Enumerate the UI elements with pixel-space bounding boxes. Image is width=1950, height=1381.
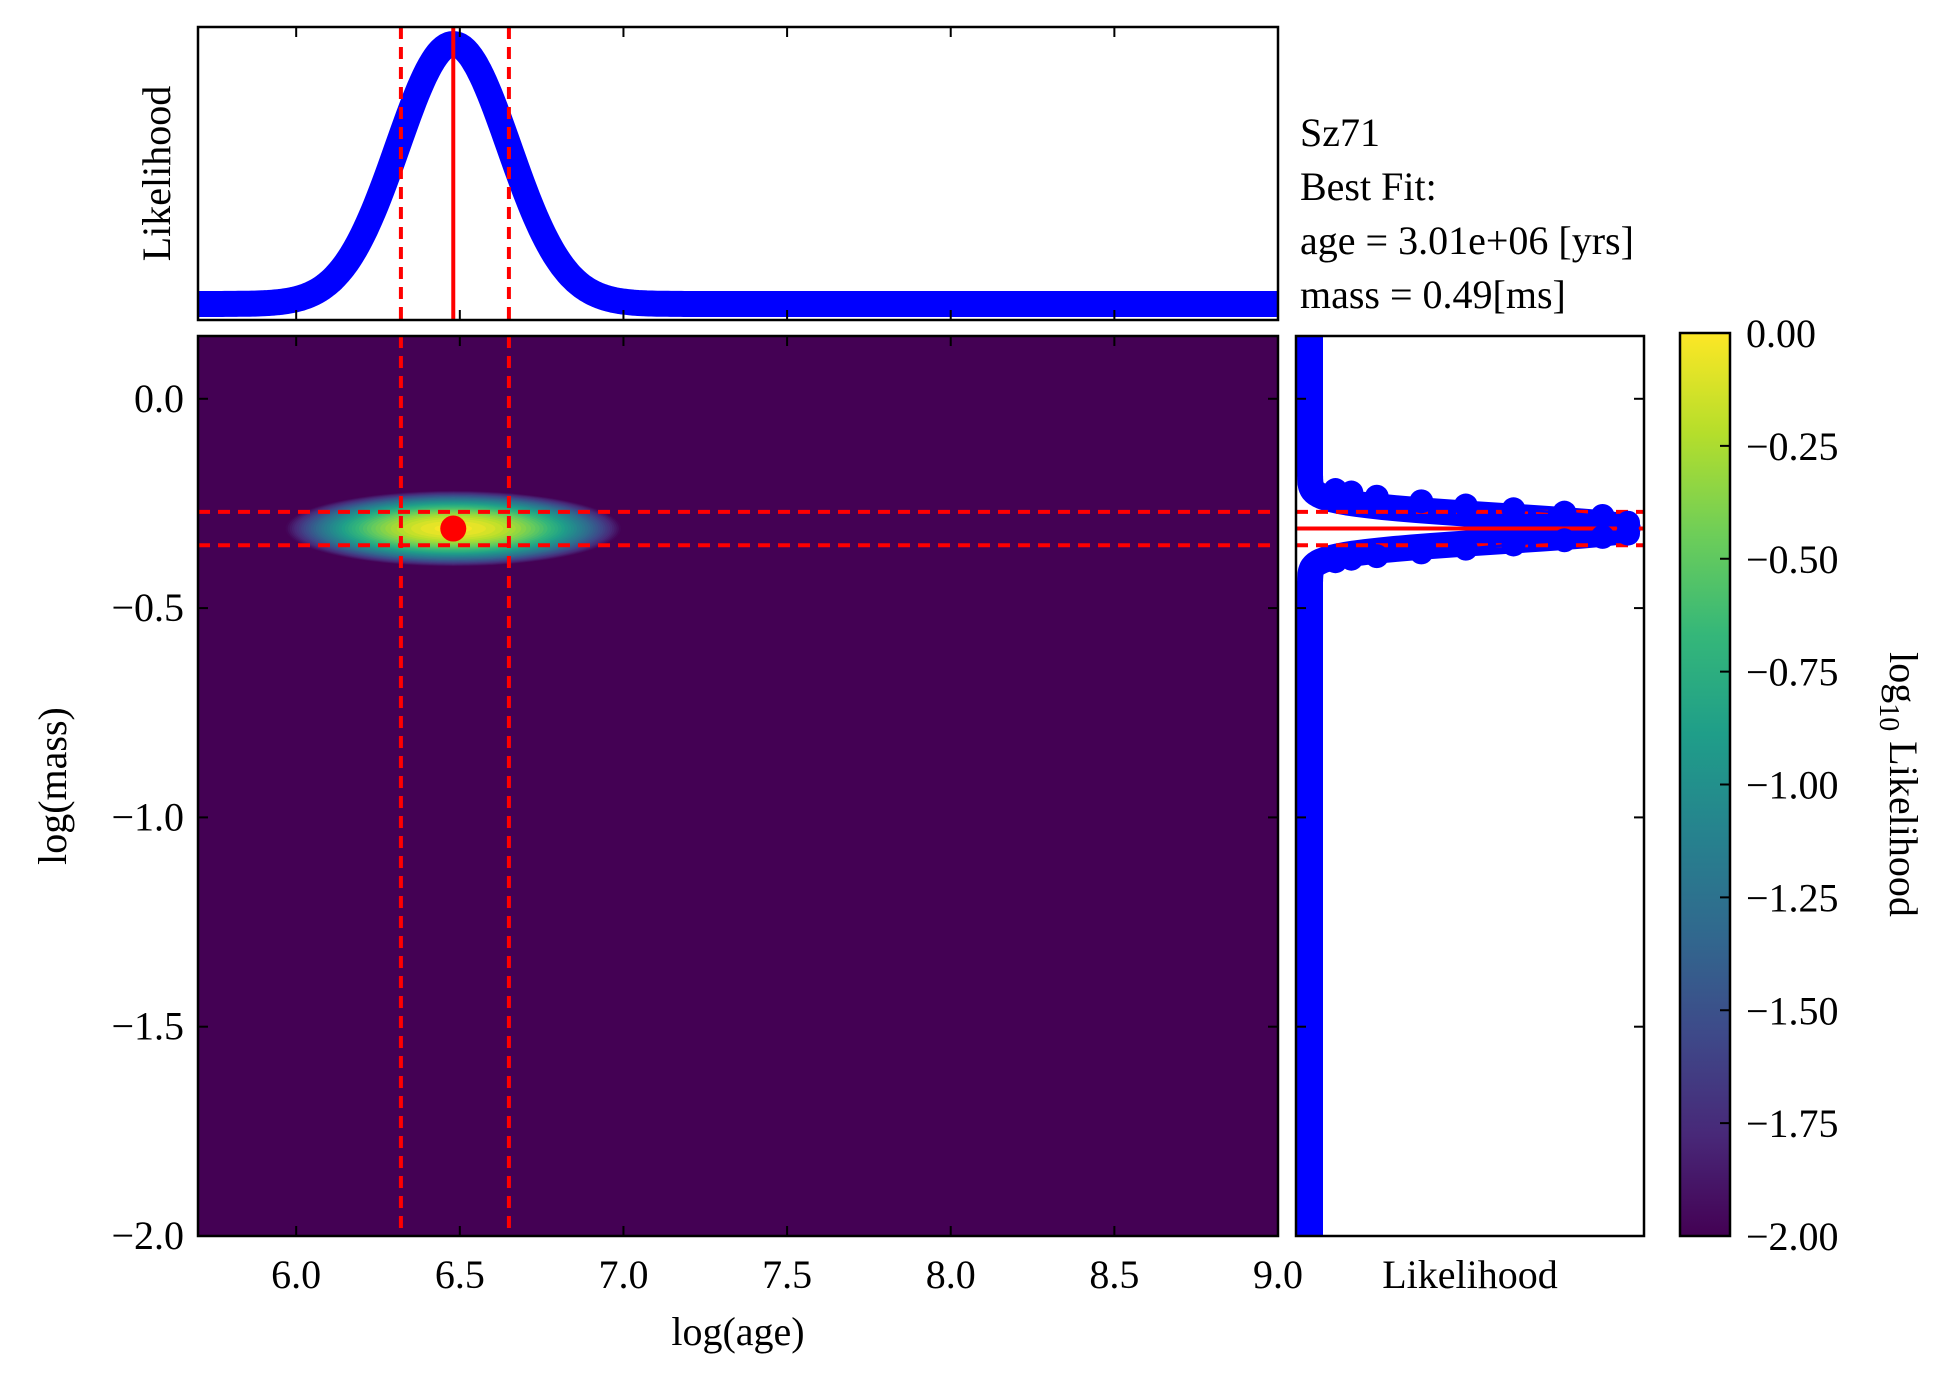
colorbar-tick-label: −1.25 bbox=[1746, 875, 1839, 920]
colorbar-label-rest: Likelihood bbox=[1881, 731, 1926, 917]
colorbar-label-subscript: 10 bbox=[1873, 703, 1904, 731]
mass-marginal-point bbox=[1501, 532, 1526, 557]
x-tick-label: 9.0 bbox=[1253, 1252, 1303, 1297]
age-marginal-panel: Likelihood bbox=[134, 25, 1289, 322]
age-marginal-ylabel: Likelihood bbox=[134, 86, 179, 262]
mass-marginal-point bbox=[1590, 524, 1615, 549]
mass-marginal-frame bbox=[1294, 334, 1646, 1238]
colorbar-label: log10 Likelihood bbox=[1873, 652, 1926, 917]
likelihood-heatmap-panel: 6.0 6.5 7.0 7.5 8.0 8.5 9.0 0.0 −0.5 −1.0 −1.5 −2.0… bbox=[30, 334, 1303, 1354]
mass-marginal-point bbox=[1339, 546, 1364, 571]
info-text: Sz71 Best Fit: age = 3.01e+06 [yrs] mass… bbox=[1300, 110, 1634, 317]
heatmap-frame bbox=[196, 334, 1280, 1238]
mass-marginal-curve bbox=[1297, 324, 1641, 1248]
mass-marginal-point bbox=[1364, 484, 1389, 509]
colorbar-tick-label: 0.00 bbox=[1746, 311, 1816, 356]
x-tick-label: 7.0 bbox=[598, 1252, 648, 1297]
y-axis-title: log(mass) bbox=[30, 707, 75, 865]
mass-marginal-point bbox=[1501, 497, 1526, 522]
colorbar-label-log: log bbox=[1881, 652, 1926, 703]
y-tick-label: 0.0 bbox=[134, 376, 184, 421]
colorbar-tick-label: −0.75 bbox=[1746, 650, 1839, 695]
y-tick-label: −2.0 bbox=[111, 1213, 184, 1258]
mass-marginal-point bbox=[1339, 480, 1364, 505]
mass-marginal-panel: Likelihood bbox=[1294, 324, 1646, 1297]
y-tick-label: −1.0 bbox=[111, 794, 184, 839]
x-tick-label: 8.5 bbox=[1089, 1252, 1139, 1297]
x-tick-label: 8.0 bbox=[926, 1252, 976, 1297]
best-fit-point bbox=[440, 515, 467, 542]
age-marginal-frame bbox=[196, 25, 1280, 322]
y-tick-label: −0.5 bbox=[111, 585, 184, 630]
y-tick-label: −1.5 bbox=[111, 1004, 184, 1049]
age-marginal-background bbox=[198, 27, 1278, 320]
best-fit-age: age = 3.01e+06 [yrs] bbox=[1300, 218, 1634, 263]
age-marginal-curve bbox=[187, 31, 1289, 317]
mass-marginal-xlabel: Likelihood bbox=[1382, 1252, 1558, 1297]
mass-marginal-point bbox=[1453, 536, 1478, 561]
mass-marginal-point bbox=[1409, 489, 1434, 514]
x-tick-label: 6.5 bbox=[435, 1252, 485, 1297]
mass-marginal-point bbox=[1552, 528, 1577, 553]
best-fit-mass: mass = 0.49[ms] bbox=[1300, 272, 1566, 317]
colorbar-tick-label: −0.50 bbox=[1746, 537, 1839, 582]
mass-marginal-point bbox=[1616, 521, 1640, 546]
colorbar-tick-label: −0.25 bbox=[1746, 424, 1839, 469]
mass-marginal-point bbox=[1409, 540, 1434, 565]
x-axis-title: log(age) bbox=[671, 1309, 804, 1354]
x-tick-label: 6.0 bbox=[271, 1252, 321, 1297]
colorbar-tick-label: −2.00 bbox=[1746, 1214, 1839, 1259]
object-name: Sz71 bbox=[1300, 110, 1380, 155]
mass-marginal-point bbox=[1590, 504, 1615, 528]
x-tick-label: 7.5 bbox=[762, 1252, 812, 1297]
heatmap-background bbox=[198, 336, 1278, 1236]
colorbar-tick-label: −1.75 bbox=[1746, 1101, 1839, 1146]
colorbar-tick-label: −1.00 bbox=[1746, 763, 1839, 808]
mass-marginal-background bbox=[1296, 336, 1644, 1236]
colorbar-tick-label: −1.50 bbox=[1746, 988, 1839, 1033]
mass-marginal-point bbox=[1552, 500, 1577, 525]
mass-marginal-point bbox=[1364, 544, 1389, 569]
best-fit-heading: Best Fit: bbox=[1300, 164, 1437, 209]
colorbar-panel: 0.00 −0.25 −0.50 −0.75 −1.00 −1.25 −1.50 −1.75 −… bbox=[1678, 311, 1926, 1259]
mass-marginal-point bbox=[1453, 493, 1478, 518]
